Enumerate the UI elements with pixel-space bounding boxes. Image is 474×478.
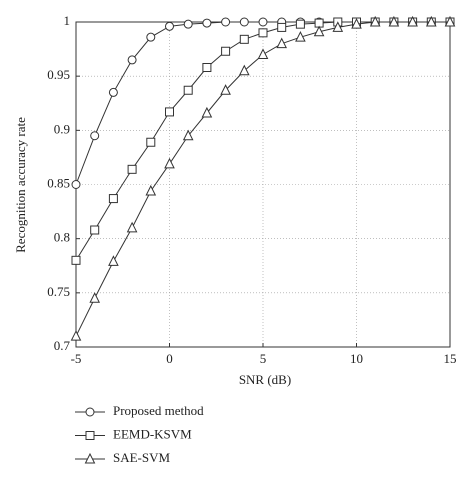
- marker: [126, 221, 138, 233]
- marker: [183, 19, 193, 29]
- marker: [313, 25, 325, 37]
- legend-marker: [85, 407, 95, 417]
- marker: [182, 129, 194, 141]
- y-tick-label: 0.85: [47, 175, 70, 190]
- marker: [444, 15, 456, 27]
- legend-label: Proposed method: [113, 403, 204, 418]
- marker: [89, 292, 101, 303]
- y-axis-label: Recognition accuracy rate: [13, 117, 28, 253]
- marker: [183, 85, 193, 95]
- marker: [127, 55, 137, 65]
- y-tick-label: 0.75: [47, 284, 70, 299]
- marker: [388, 15, 400, 27]
- x-tick-label: 10: [350, 351, 363, 366]
- marker: [425, 15, 437, 27]
- marker: [202, 18, 212, 28]
- marker: [239, 17, 249, 27]
- marker: [202, 63, 212, 72]
- legend-marker: [84, 452, 96, 464]
- marker: [165, 107, 174, 117]
- marker: [164, 157, 175, 169]
- y-tick-label: 0.95: [47, 67, 70, 82]
- marker: [239, 34, 249, 44]
- marker: [90, 131, 100, 141]
- marker: [258, 28, 268, 38]
- marker: [295, 31, 306, 42]
- y-tick-label: 0.9: [54, 121, 70, 136]
- marker: [71, 255, 81, 265]
- marker: [277, 22, 287, 32]
- marker: [332, 21, 344, 32]
- marker: [221, 17, 231, 27]
- legend-label: SAE-SVM: [113, 450, 171, 465]
- y-tick-label: 0.8: [54, 230, 70, 245]
- marker: [257, 48, 269, 59]
- marker: [276, 37, 288, 49]
- marker: [146, 32, 156, 42]
- x-tick-label: 0: [166, 351, 173, 366]
- marker: [108, 194, 118, 204]
- marker: [351, 18, 362, 29]
- y-tick-label: 0.7: [54, 338, 71, 353]
- x-tick-label: 5: [260, 351, 267, 366]
- marker: [220, 84, 231, 95]
- marker: [108, 87, 118, 97]
- legend-marker: [85, 431, 95, 440]
- marker: [108, 255, 119, 266]
- x-tick-label: 15: [444, 351, 457, 366]
- marker: [369, 15, 381, 27]
- marker: [165, 21, 174, 31]
- marker: [221, 46, 231, 56]
- y-tick-label: 1: [64, 13, 71, 28]
- x-tick-label: -5: [71, 351, 82, 366]
- marker: [90, 225, 100, 235]
- marker: [146, 137, 156, 147]
- marker: [71, 180, 81, 189]
- marker: [70, 330, 82, 341]
- marker: [201, 106, 213, 118]
- marker: [407, 15, 418, 27]
- x-axis-label: SNR (dB): [239, 372, 291, 387]
- marker: [145, 184, 157, 196]
- legend-label: EEMD-KSVM: [113, 426, 192, 441]
- marker: [295, 19, 305, 29]
- marker: [238, 64, 250, 76]
- marker: [127, 164, 137, 174]
- marker: [258, 17, 268, 27]
